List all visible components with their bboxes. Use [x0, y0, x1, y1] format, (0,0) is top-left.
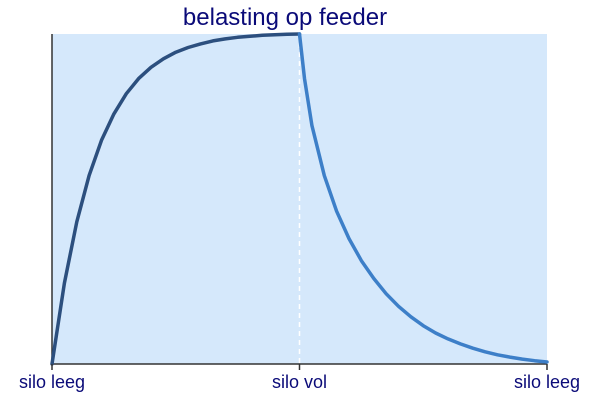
chart-title: belasting op feeder	[183, 4, 387, 31]
x-tick-label: silo leeg	[514, 372, 580, 392]
series-line-2	[297, 32, 549, 364]
series-line-1	[50, 32, 302, 366]
x-tick-label: silo vol	[272, 372, 327, 392]
x-tick-label: silo leeg	[19, 372, 85, 392]
